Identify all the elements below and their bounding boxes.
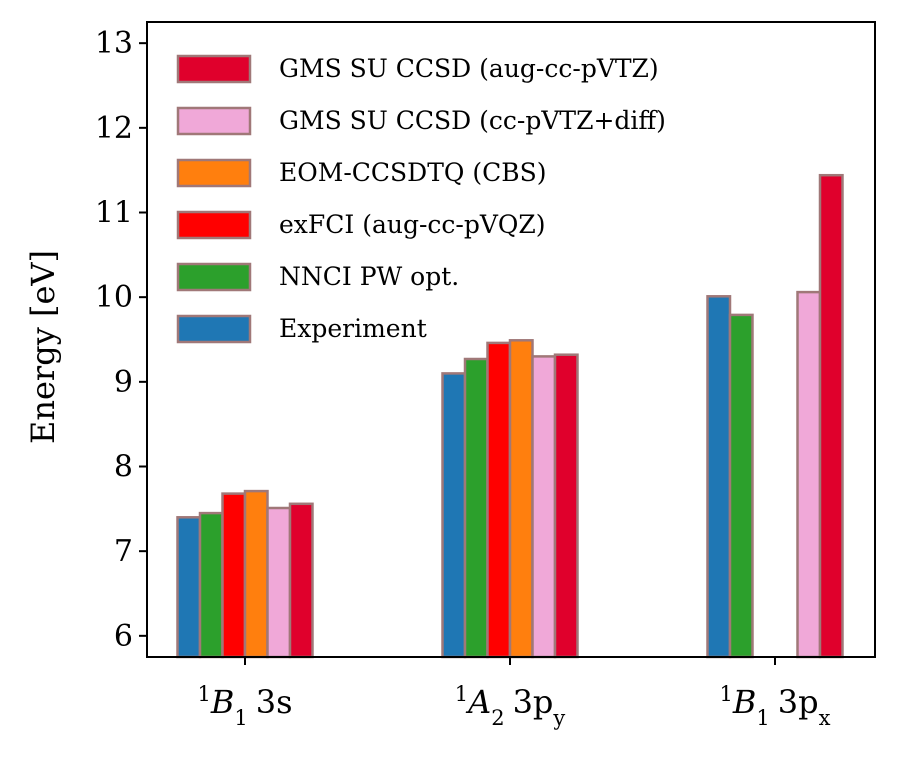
y-tick-label: 13 <box>95 26 133 61</box>
legend-label: Experiment <box>279 314 427 343</box>
bar-gms-su-ccsd-aug-cc-pvtz-1 <box>288 502 314 659</box>
bar-gms-su-ccsd-aug-cc-pvtz-2 <box>553 353 579 659</box>
y-tick-label: 11 <box>95 196 133 231</box>
bar-gms-su-ccsd-cc-pvtz-diff-3 <box>796 290 822 659</box>
legend-swatch <box>176 314 252 344</box>
y-tick-label: 9 <box>114 365 133 400</box>
y-tick-label: 6 <box>114 619 133 654</box>
y-axis-title: Energy [eV] <box>24 250 62 444</box>
y-axis: 6 7 8 9 10 11 12 13 <box>95 26 147 654</box>
legend-label: NNCI PW opt. <box>279 262 459 291</box>
bar-experiment-1 <box>176 516 202 659</box>
bar-gms-su-ccsd-aug-cc-pvtz-3 <box>818 173 844 659</box>
legend: GMS SU CCSD (aug-cc-pVTZ) GMS SU CCSD (cc… <box>176 54 666 344</box>
bar-gms-su-ccsd-cc-pvtz-diff-1 <box>266 506 292 659</box>
bars-layer <box>176 173 844 659</box>
x-tick-label: 1B1 3s <box>197 682 292 730</box>
y-tick-label: 12 <box>95 111 133 146</box>
legend-label: EOM-CCSDTQ (CBS) <box>279 158 546 187</box>
legend-swatch <box>176 106 252 136</box>
legend-label: exFCI (aug-cc-pVQZ) <box>279 210 546 239</box>
bar-eom-ccsdtq-cbs-1 <box>243 489 269 659</box>
x-tick-label: 1A2 3py <box>455 682 566 730</box>
legend-label: GMS SU CCSD (aug-cc-pVTZ) <box>279 54 659 83</box>
legend-swatch <box>176 54 252 84</box>
x-axis: 1B1 3s 1A2 3py 1B1 3px <box>197 657 831 730</box>
bar-exfci-aug-cc-pvqz-1 <box>221 492 247 659</box>
y-tick-label: 8 <box>114 450 133 485</box>
bar-experiment-2 <box>441 372 467 659</box>
y-tick-label: 7 <box>114 534 133 569</box>
bar-gms-su-ccsd-cc-pvtz-diff-2 <box>531 355 557 659</box>
bar-nnci-pw-opt-2 <box>463 357 489 659</box>
bar-exfci-aug-cc-pvqz-2 <box>486 341 512 659</box>
bar-eom-ccsdtq-cbs-2 <box>508 339 534 659</box>
bar-experiment-3 <box>706 295 732 659</box>
bar-nnci-pw-opt-1 <box>198 511 224 659</box>
legend-label: GMS SU CCSD (cc-pVTZ+diff) <box>279 106 666 135</box>
x-tick-label: 1B1 3px <box>720 682 831 730</box>
legend-swatch <box>176 158 252 188</box>
legend-swatch <box>176 262 252 292</box>
bar-nnci-pw-opt-3 <box>728 313 754 659</box>
y-tick-label: 10 <box>95 280 133 315</box>
legend-swatch <box>176 210 252 240</box>
